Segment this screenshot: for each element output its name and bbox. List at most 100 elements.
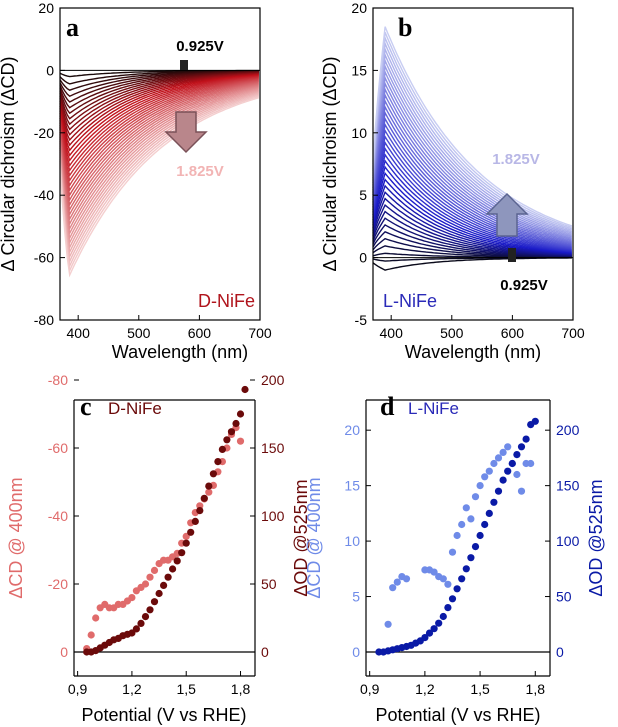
ytick-label: -40 [34, 187, 54, 203]
data-point-right [164, 573, 172, 581]
xtick-label: 600 [188, 325, 212, 341]
data-point-left [458, 520, 466, 529]
ytick-left-label: 15 [344, 478, 360, 494]
panel-b-frame [372, 7, 574, 321]
spectrum-curve-21 [59, 78, 259, 187]
xtick-label: 1,8 [526, 681, 546, 697]
data-point-right [155, 589, 163, 598]
data-point-left [236, 437, 245, 445]
panel-c-ylabel-right: ΔOD @525nm [291, 479, 311, 596]
data-point-right [205, 482, 213, 490]
data-point-right [209, 470, 217, 478]
data-point-right [430, 625, 438, 633]
data-point-left [205, 488, 213, 496]
spectrum-curve-26 [372, 104, 572, 245]
panel-b-curves [372, 26, 573, 271]
data-point-right [513, 451, 521, 459]
data-point-left [393, 578, 401, 586]
spectrum-curve-21 [372, 134, 572, 249]
spectrum-curve-28 [59, 84, 259, 221]
data-point-left [87, 631, 95, 639]
data-point-left [453, 531, 461, 540]
ytick-left-label: -60 [48, 440, 68, 456]
data-point-right [425, 629, 434, 637]
data-point-left [384, 620, 392, 628]
data-point-right [241, 385, 249, 394]
xtick-label: 700 [248, 325, 272, 341]
spectrum-curve-16 [372, 165, 572, 253]
panel-a-arrow-down-icon [164, 60, 208, 154]
panel-a-legend: D-NiFe [198, 291, 255, 311]
panel-c-xlabel: Potential (V vs RHE) [81, 705, 246, 725]
spectrum-curve-38 [59, 94, 259, 269]
spectrum-curve-24 [59, 80, 259, 202]
data-point-right [494, 487, 503, 495]
spectrum-curve-39 [59, 95, 259, 273]
panel-a-xticks: 400 500 600 700 [67, 315, 272, 341]
ytick-right-label: 50 [261, 576, 277, 592]
data-point-right [182, 539, 190, 547]
data-point-left [146, 573, 154, 581]
data-point-right [444, 604, 452, 612]
spectrum-curve-18 [59, 76, 259, 172]
data-point-left [430, 568, 438, 576]
ytick-right-label: 0 [261, 644, 269, 660]
data-point-right [476, 531, 484, 540]
xtick-label: 1,5 [470, 681, 490, 697]
spectrum-curve-22 [372, 128, 572, 248]
panel-a-xlabel: Wavelength (nm) [112, 342, 248, 362]
data-point-right [453, 585, 461, 593]
spectrum-curve-38 [372, 35, 573, 230]
data-point-left [471, 493, 480, 501]
spectrum-curve-18 [372, 153, 572, 252]
spectrum-curve-20 [59, 77, 259, 182]
xtick-label: 1,2 [122, 681, 142, 697]
data-point-right [439, 612, 447, 621]
data-point-right [236, 410, 245, 418]
panel-a-start-voltage: 0.925V [176, 38, 224, 55]
xtick-label: 1,2 [415, 681, 435, 697]
spectrum-curve-35 [59, 91, 259, 255]
spectrum-curve-19 [372, 146, 572, 251]
ytick-label: -20 [34, 125, 54, 141]
spectrum-curve-32 [372, 69, 572, 238]
data-point-left [402, 575, 411, 583]
data-point-right [467, 554, 475, 562]
xtick-label: 600 [501, 325, 525, 341]
data-point-left [128, 594, 136, 602]
data-point-right [178, 549, 186, 557]
data-point-left [490, 459, 498, 468]
data-point-right [462, 565, 470, 573]
spectrum-curve-13 [372, 184, 572, 255]
data-point-left [504, 443, 512, 451]
spectrum-curve-31 [372, 75, 572, 239]
panel-c-ylabel-left: ΔCD @ 400nm [6, 477, 26, 598]
spectrum-curve-33 [59, 89, 259, 245]
spectrum-curve-35 [372, 52, 572, 234]
data-point-right [160, 581, 168, 590]
spectrum-curve-23 [59, 79, 259, 197]
spectrum-curve-27 [372, 98, 572, 244]
data-point-left [462, 504, 470, 512]
panel-d-letter: d [380, 392, 395, 421]
data-point-left [389, 584, 397, 592]
panel-b-start-voltage: 0.925V [500, 277, 548, 294]
spectrum-curve-33 [372, 63, 572, 237]
data-point-right [141, 613, 150, 621]
panel-d-xlabel: Potential (V vs RHE) [375, 705, 540, 725]
ytick-right-label: 100 [556, 533, 580, 549]
spectrum-curve-12 [59, 73, 259, 142]
data-point-right [191, 517, 199, 526]
panel-b-end-voltage: 1.825V [492, 151, 540, 168]
ytick-right-label: 200 [556, 422, 580, 438]
ytick-left-label: 0 [352, 644, 360, 660]
ytick-label: -5 [355, 312, 368, 328]
xtick-label: 500 [440, 325, 464, 341]
spectrum-curve-37 [372, 40, 572, 231]
data-point-right [232, 419, 240, 428]
xtick-label: 700 [561, 325, 585, 341]
data-point-right [448, 595, 457, 603]
data-point-right [137, 619, 145, 628]
